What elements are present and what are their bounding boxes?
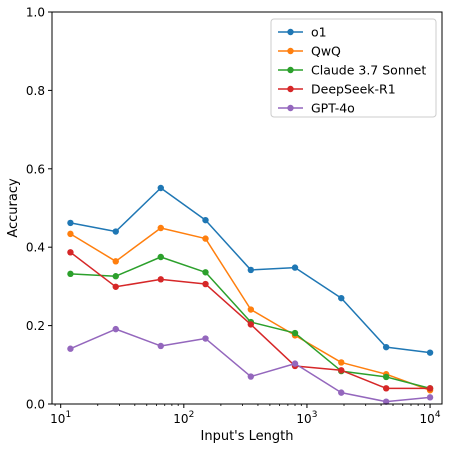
legend-label: o1 <box>311 25 327 40</box>
legend-marker <box>287 66 294 74</box>
legend-entry: QwQ <box>278 44 341 59</box>
series-0 <box>67 184 434 356</box>
x-tick-exponent: 4 <box>435 410 441 420</box>
data-point <box>157 224 164 232</box>
x-tick-exponent: 2 <box>189 410 195 420</box>
y-tick-label: 0.8 <box>26 84 45 98</box>
data-point <box>247 373 255 380</box>
data-point <box>247 306 255 313</box>
y-tick-label: 1.0 <box>26 6 45 20</box>
data-point <box>382 373 390 381</box>
legend-label: Claude 3.7 Sonnet <box>311 63 426 78</box>
data-point <box>202 216 209 224</box>
data-point <box>112 273 119 280</box>
data-point <box>338 359 345 366</box>
data-point <box>338 294 345 302</box>
legend-entry: DeepSeek-R1 <box>278 82 396 97</box>
data-point <box>382 343 390 351</box>
series-layer <box>67 184 434 405</box>
data-point <box>426 385 434 392</box>
data-point <box>338 389 345 396</box>
data-point <box>426 394 434 401</box>
y-axis-label: Accuracy <box>6 178 21 238</box>
data-point <box>157 276 164 283</box>
legend-label: DeepSeek-R1 <box>311 82 396 97</box>
data-point <box>112 325 119 333</box>
legend-marker <box>287 104 294 112</box>
data-point <box>112 258 119 265</box>
series-4 <box>67 325 434 405</box>
y-tick-label: 0.6 <box>26 162 45 176</box>
data-point <box>157 342 164 350</box>
data-point <box>67 219 74 227</box>
data-point <box>112 283 119 290</box>
data-point <box>157 253 164 261</box>
y-tick-label: 0.0 <box>26 398 45 412</box>
data-point <box>291 264 299 271</box>
data-point <box>67 249 74 256</box>
data-point <box>67 230 74 238</box>
data-point <box>382 398 390 405</box>
legend-label: GPT-4o <box>311 101 355 116</box>
data-point <box>157 184 164 192</box>
legend-marker <box>287 85 294 93</box>
data-point <box>202 335 209 342</box>
legend: o1 QwQ Claude 3.7 Sonnet DeepSeek-R1 GPT-4o <box>270 18 437 118</box>
legend-frame <box>270 18 437 118</box>
legend-entry: Claude 3.7 Sonnet <box>278 63 426 78</box>
data-point <box>67 345 74 352</box>
data-point <box>247 321 255 328</box>
x-tick-exponent: 1 <box>65 410 71 420</box>
data-point <box>426 349 434 356</box>
data-point <box>202 280 209 288</box>
legend-marker <box>287 47 294 55</box>
plot-frame <box>51 11 443 405</box>
y-tick-label: 0.2 <box>26 319 45 333</box>
data-point <box>291 329 299 337</box>
x-tick-exponent: 3 <box>312 410 318 420</box>
data-point <box>202 235 209 242</box>
data-point <box>338 367 345 374</box>
legend-label: QwQ <box>311 44 341 59</box>
data-point <box>382 385 390 392</box>
data-point <box>247 266 255 274</box>
data-point <box>291 360 299 367</box>
data-point <box>67 270 74 278</box>
data-point <box>112 228 119 235</box>
data-point <box>202 269 209 276</box>
legend-marker <box>287 28 294 36</box>
legend-entry: o1 <box>278 25 327 40</box>
x-axis-label: Input's Length <box>201 429 294 444</box>
legend-entry: GPT-4o <box>278 101 355 116</box>
y-tick-label: 0.4 <box>26 241 45 255</box>
